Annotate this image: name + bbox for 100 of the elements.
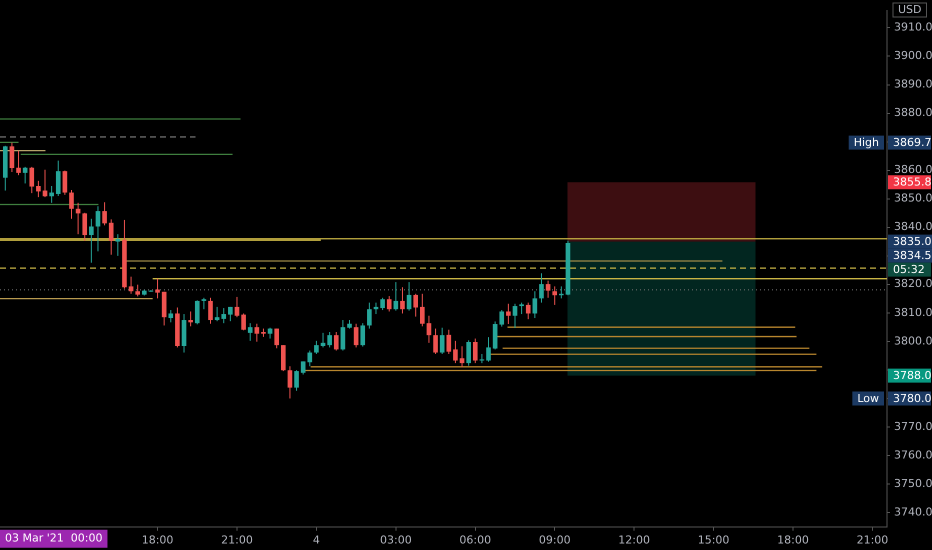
candlestick [294, 370, 299, 392]
candlestick [254, 323, 260, 342]
candlestick [394, 282, 398, 312]
candlestick [380, 297, 385, 311]
x-tick-label: 4 [312, 533, 320, 546]
candlestick [406, 282, 412, 312]
candlestick [241, 312, 246, 331]
y-tick-label: 3880.0 [894, 106, 932, 120]
candlestick [22, 166, 28, 184]
candlestick [208, 297, 213, 324]
x-tick-label: 18:00 [142, 533, 174, 546]
y-tick-label: 3810.0 [894, 306, 932, 319]
candlestick [546, 280, 550, 298]
candlestick [334, 332, 339, 352]
text: USD [898, 2, 922, 16]
candlestick [486, 336, 491, 362]
candlestick [539, 272, 544, 304]
candlestick [506, 303, 511, 325]
candlestick [56, 160, 61, 196]
candlestick [10, 142, 14, 173]
candlestick [433, 328, 438, 354]
x-tick-label: 21:00 [856, 533, 888, 546]
candlestick [202, 297, 206, 310]
candlestick [274, 328, 280, 349]
y-tick-label: 3760.0 [894, 448, 932, 462]
candlestick [82, 212, 88, 242]
candlestick [69, 189, 74, 220]
candlestick [426, 315, 432, 344]
y-tick-label: 3860.0 [894, 163, 932, 176]
candlestick [36, 180, 41, 198]
text: 3788.0 [893, 369, 932, 382]
y-tick-label: 3750.0 [894, 476, 932, 490]
candlestick [420, 293, 425, 327]
candlestick [96, 206, 100, 252]
candlestick [155, 278, 160, 299]
candlestick [76, 202, 80, 235]
x-tick-label: 09:00 [538, 533, 571, 546]
candlestick [400, 286, 405, 314]
y-tick-label: 3900.0 [894, 49, 932, 62]
candlestick [307, 350, 312, 367]
candlestick [116, 234, 120, 256]
candlestick [413, 293, 418, 318]
candlestick [367, 302, 372, 330]
candlestick [354, 323, 358, 348]
candlestick [49, 185, 54, 204]
candlestick [214, 306, 220, 322]
candlestick [320, 332, 326, 348]
x-tick-label: 03:00 [380, 533, 412, 546]
candlestick [532, 290, 538, 319]
candlestick [360, 322, 366, 348]
candlestick [228, 306, 233, 322]
y-tick-label: 3820.0 [894, 277, 932, 290]
candlestick [466, 340, 471, 366]
candlestick [526, 302, 531, 320]
x-tick-label: 18:00 [777, 533, 809, 546]
candlestick [453, 340, 458, 364]
candlestick [446, 329, 452, 354]
text: 3869.7 [893, 136, 932, 150]
annotation: Low [857, 392, 880, 405]
candlestick [340, 320, 346, 352]
y-tick-label: 3740.0 [894, 505, 932, 518]
y-tick-label: 3770.0 [894, 420, 932, 433]
candlestick [472, 338, 478, 364]
candlestick [62, 170, 68, 196]
text: 03 Mar '21 00:00 [5, 532, 102, 545]
x-tick-label: 06:00 [459, 533, 492, 546]
y-tick-label: 3840.0 [894, 220, 932, 234]
annotation: 3835.0 [893, 234, 932, 248]
candlestick [42, 169, 48, 198]
candlestick [499, 310, 504, 328]
candlestick [552, 286, 558, 306]
candlestick [16, 150, 21, 176]
candlestick [314, 340, 319, 354]
candlestick [234, 296, 240, 318]
y-tick-label: 3850.0 [894, 192, 932, 205]
annotation: High [854, 136, 880, 150]
candlestick [386, 296, 392, 312]
candlestick [440, 327, 444, 354]
x-tick-label: 12:00 [618, 533, 650, 546]
x-tick-label: 21:00 [221, 533, 253, 546]
candlestick [327, 332, 332, 348]
candlestick [248, 322, 253, 342]
annotation: 3834.5 [893, 248, 932, 262]
candlestick [89, 218, 94, 264]
candlestick [108, 218, 114, 256]
candlestick [512, 303, 518, 329]
candlestick [374, 302, 378, 315]
candlestick [194, 300, 200, 325]
y-tick-label: 3890.0 [894, 78, 932, 91]
y-tick-label: 3800.0 [894, 334, 932, 348]
candlestick [460, 346, 464, 368]
y-tick-label: 3910.0 [894, 20, 932, 34]
text: 3855.8 [893, 176, 932, 189]
candlestick [135, 284, 140, 297]
candlestick [29, 166, 34, 194]
candlestick [221, 308, 226, 324]
candlestick [168, 310, 174, 323]
candlestick [288, 366, 292, 399]
x-tick-label: 15:00 [698, 533, 730, 546]
candlestick [102, 202, 107, 226]
